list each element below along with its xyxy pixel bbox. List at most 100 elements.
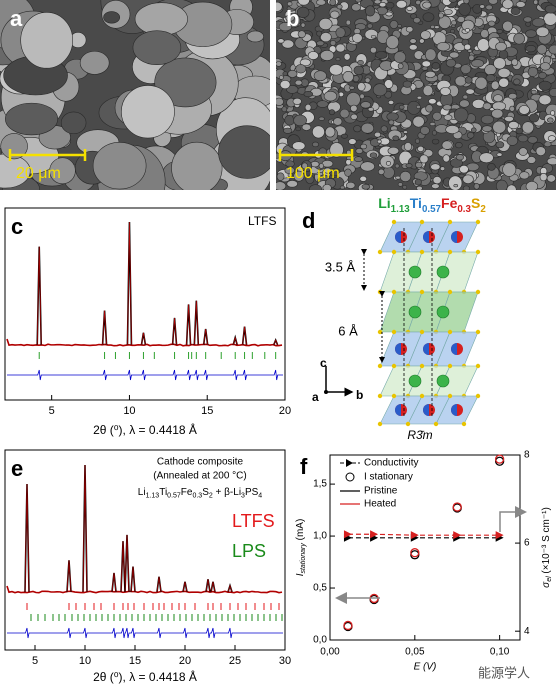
- particle: [421, 60, 431, 68]
- particle: [388, 119, 395, 126]
- particle: [508, 93, 518, 100]
- particle: [525, 21, 532, 27]
- particle: [322, 184, 332, 190]
- particle: [430, 163, 441, 171]
- y2-tick-label: 6: [524, 538, 530, 549]
- sulfur: [419, 329, 425, 335]
- particle: [518, 147, 528, 156]
- label-sub: stationary: [300, 543, 307, 574]
- sulfur: [461, 421, 467, 427]
- particle: [547, 135, 556, 142]
- particle: [329, 64, 343, 76]
- particle: [394, 163, 400, 169]
- lithium: [436, 374, 450, 388]
- particle: [350, 113, 358, 120]
- subscript: 2: [480, 203, 486, 214]
- particle: [413, 17, 421, 24]
- sulfur: [377, 393, 383, 399]
- particle: [419, 38, 425, 44]
- particle: [49, 157, 76, 185]
- particle: [352, 33, 363, 43]
- particle: [535, 26, 550, 38]
- scale-bar-label: 20 μm: [16, 165, 61, 182]
- sulfur: [419, 393, 425, 399]
- particle: [392, 135, 400, 141]
- lithium: [436, 265, 450, 279]
- particle: [527, 136, 538, 144]
- particle: [281, 106, 288, 113]
- particle: [343, 53, 351, 61]
- y2-axis-label: σel (×10⁻³ S cm⁻¹): [541, 507, 553, 588]
- fit-peak: [36, 246, 42, 346]
- particle: [346, 156, 352, 161]
- particle: [439, 87, 451, 96]
- particle: [480, 29, 490, 39]
- fit-peak: [141, 332, 146, 346]
- conductivity-marker: [495, 531, 504, 540]
- particle: [453, 184, 459, 188]
- particle: [506, 135, 519, 146]
- x-tick-label: 25: [229, 655, 241, 667]
- particle: [496, 29, 503, 34]
- subscript: 0.57: [422, 203, 442, 214]
- particle: [313, 70, 327, 82]
- particle: [482, 102, 492, 110]
- particle: [309, 184, 322, 190]
- particle: [318, 163, 324, 169]
- particle: [121, 85, 175, 139]
- particle: [357, 82, 366, 92]
- particle: [316, 0, 326, 6]
- particle: [414, 178, 422, 186]
- note: (Annealed at 200 °C): [153, 471, 247, 482]
- particle: [276, 61, 282, 67]
- label-sub: el: [546, 576, 553, 582]
- particle: [462, 185, 470, 190]
- x-tick-label: 0,00: [320, 647, 340, 658]
- particle: [328, 109, 335, 116]
- particle: [335, 57, 341, 62]
- subscript: 0.3: [457, 203, 471, 214]
- fit-peak: [130, 566, 136, 593]
- particle: [451, 20, 457, 26]
- lithium: [436, 305, 450, 319]
- particle: [357, 59, 364, 66]
- particle: [464, 76, 473, 84]
- particle: [432, 176, 442, 185]
- axis-name: b: [356, 388, 363, 402]
- particle: [329, 142, 344, 158]
- conductivity-marker: [370, 530, 379, 539]
- particle: [438, 15, 452, 29]
- particle: [448, 0, 458, 3]
- particle: [276, 1, 283, 12]
- particle: [493, 94, 503, 103]
- sulfur: [377, 363, 383, 369]
- particle: [419, 154, 429, 164]
- particle: [316, 40, 325, 46]
- particle: [518, 105, 530, 115]
- particle: [498, 77, 510, 88]
- particle: [459, 99, 470, 108]
- particle: [428, 98, 437, 105]
- y2-tick-label: 8: [524, 450, 530, 461]
- particle: [364, 77, 371, 83]
- fit-peak: [210, 581, 216, 593]
- particle: [320, 50, 335, 61]
- particle: [346, 92, 361, 107]
- particle: [429, 122, 436, 127]
- particle: [350, 104, 358, 113]
- fit-peak: [24, 484, 30, 593]
- particle: [448, 175, 463, 190]
- sulfur: [475, 219, 481, 225]
- particle: [490, 80, 500, 90]
- particle: [295, 64, 307, 74]
- fit-peak: [127, 221, 132, 346]
- particle: [455, 154, 464, 161]
- particle: [318, 18, 333, 30]
- particle: [303, 91, 314, 98]
- particle: [431, 138, 440, 145]
- sulfur: [391, 249, 397, 255]
- fit-peak: [186, 304, 191, 346]
- particle: [60, 111, 87, 135]
- particle: [540, 62, 551, 71]
- sulfur: [377, 249, 383, 255]
